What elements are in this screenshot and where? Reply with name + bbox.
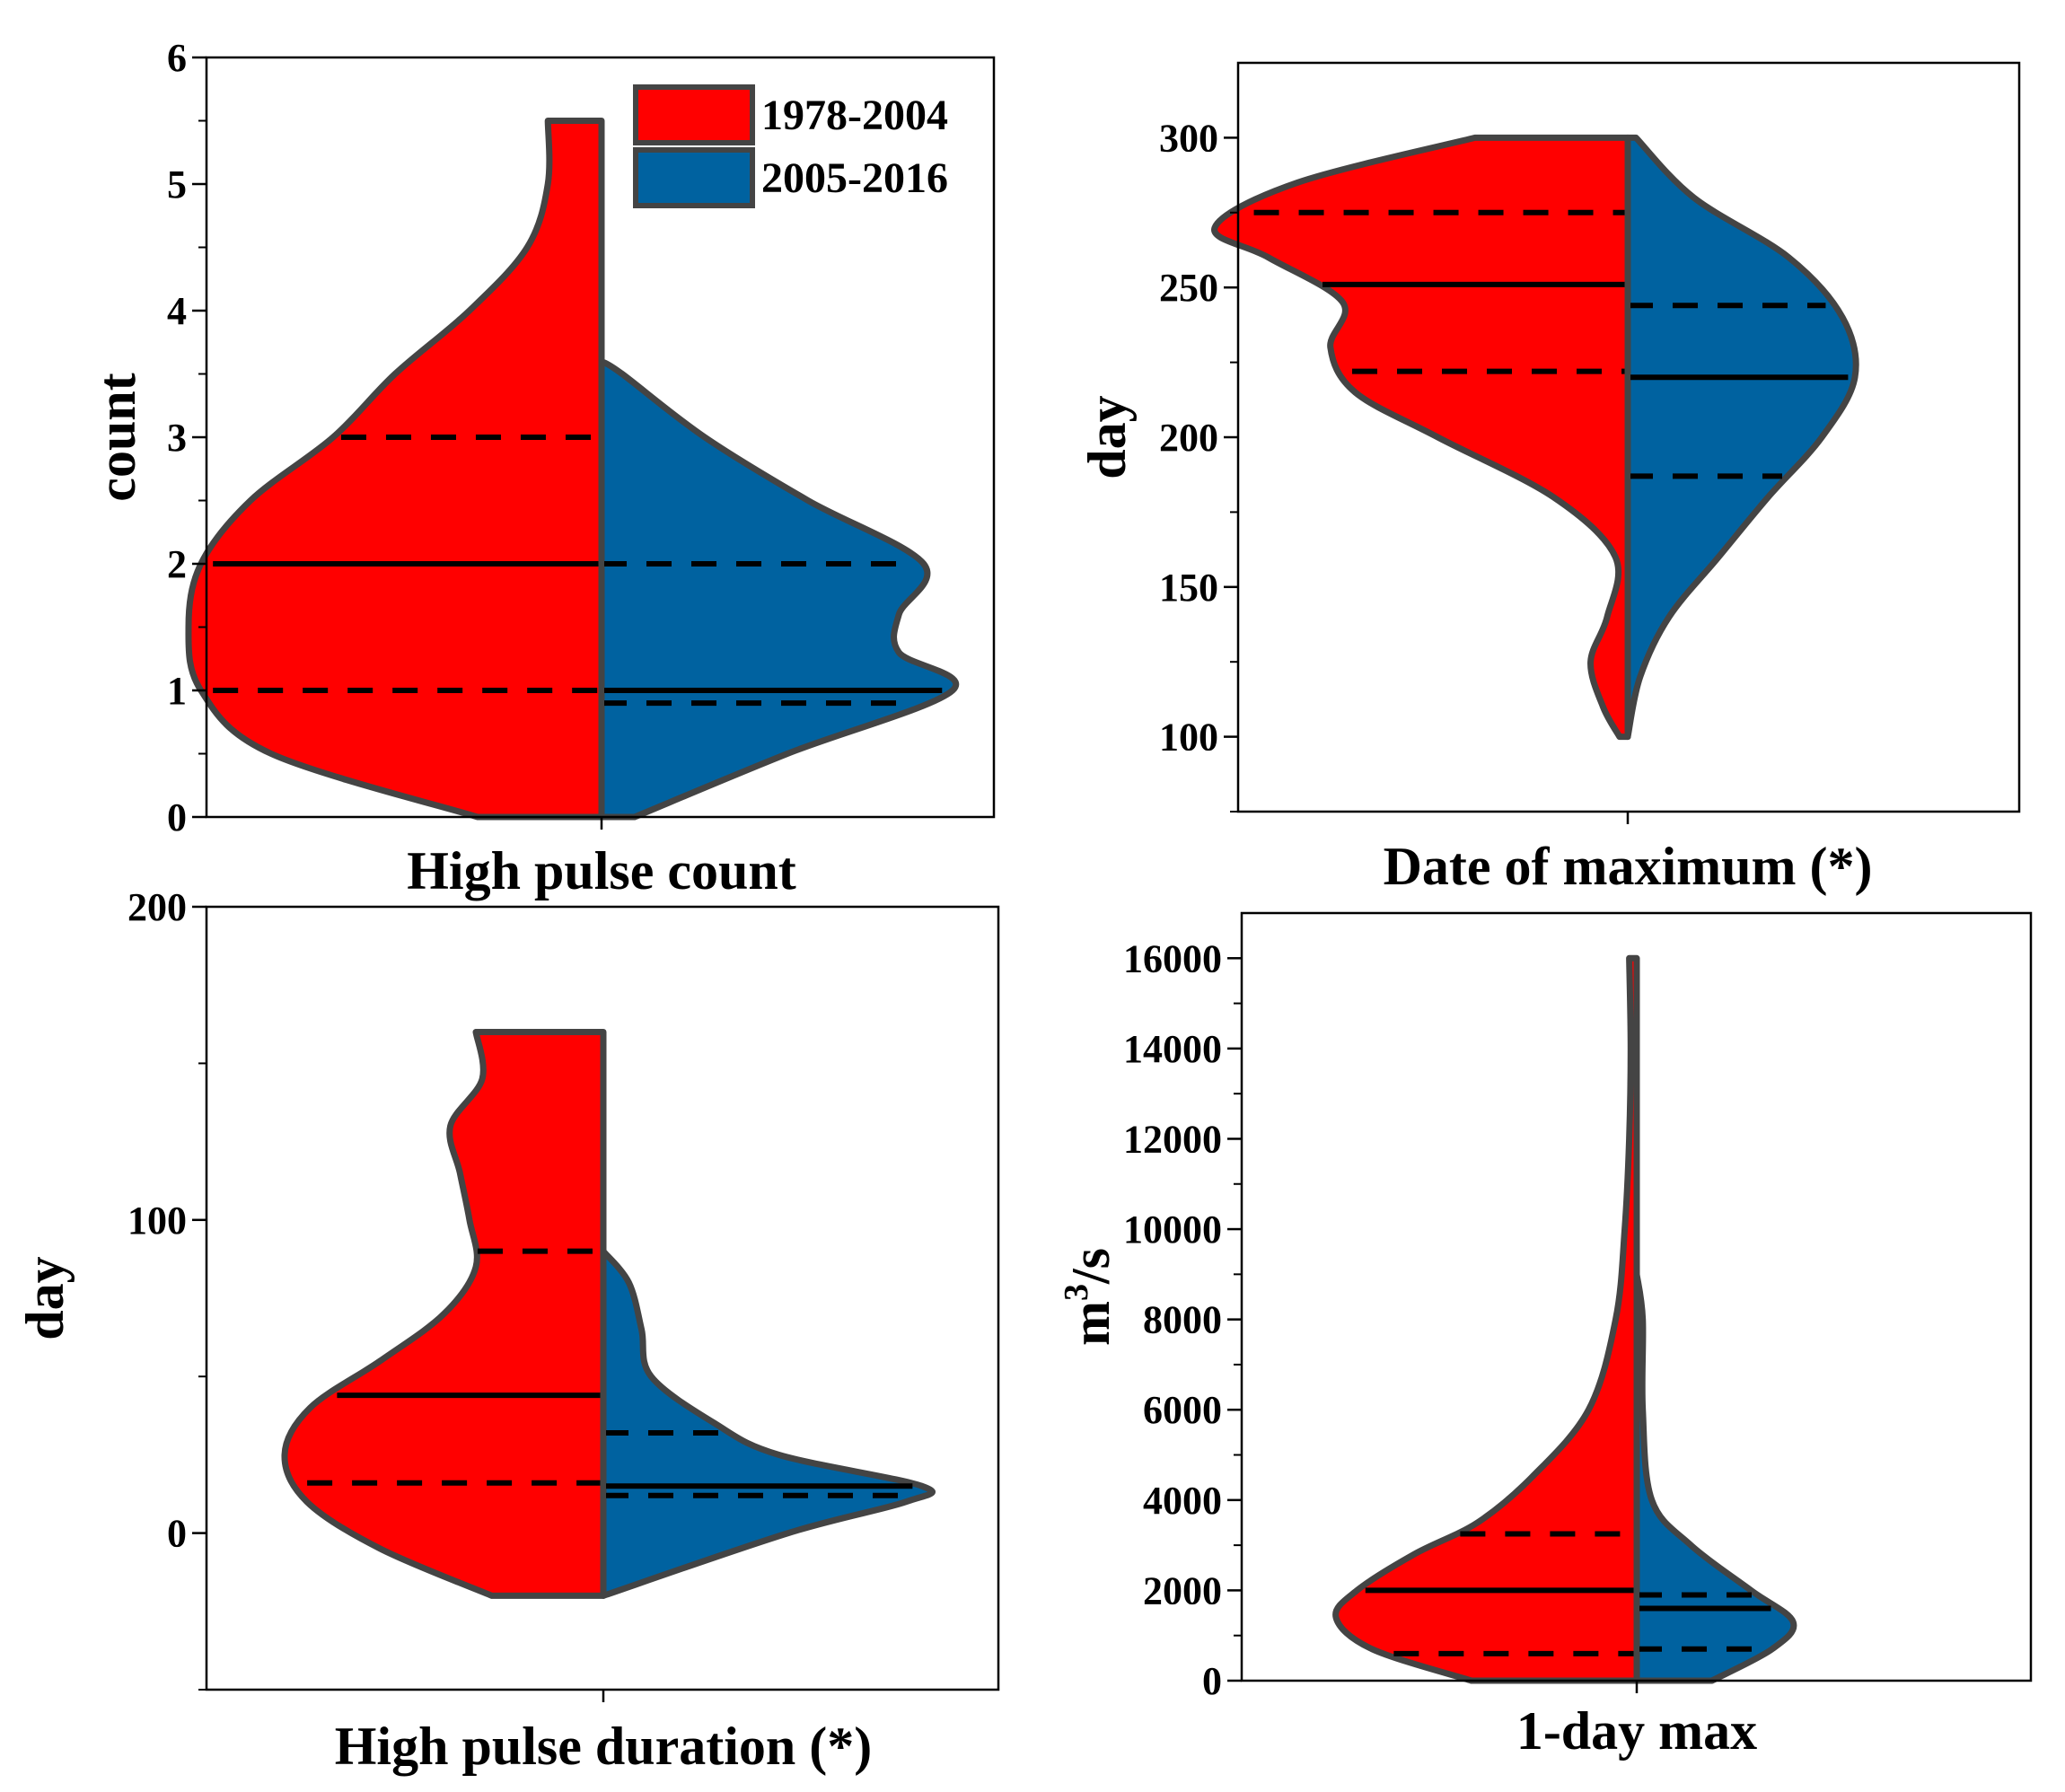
- panel-1: 0 1 2 3 4 5 6 High pulse count count: [87, 36, 996, 900]
- y-tick-label: 6000: [1143, 1388, 1222, 1432]
- legend-swatch-2005-2016: [633, 147, 755, 208]
- panel-2: 100 150 200 250 300 Date of maximum (*) day: [1077, 61, 2021, 896]
- y-axis-label: day: [15, 1256, 75, 1340]
- y-tick-label: 16000: [1123, 936, 1222, 980]
- y-tick-label: 100: [127, 1199, 187, 1243]
- y-tick-label: 3: [167, 416, 187, 460]
- y-tick-label: 300: [1159, 116, 1218, 160]
- y-axis-label: count: [87, 373, 146, 501]
- y-tick-label: 6: [167, 36, 187, 80]
- violin-right-2005-2016: [1624, 134, 1859, 741]
- x-axis-label: 1-day max: [1516, 1701, 1757, 1761]
- y-tick-label: 250: [1159, 266, 1218, 310]
- y-tick-label: 150: [1159, 566, 1218, 610]
- y-tick-label: 4000: [1143, 1479, 1222, 1523]
- y-tick-label: 200: [127, 885, 187, 929]
- legend-swatch-1978-2004: [633, 84, 755, 145]
- violin-right-2005-2016: [1633, 1270, 1797, 1684]
- legend-label-2005-2016: 2005-2016: [761, 154, 948, 202]
- y-tick-label: 2: [167, 542, 187, 586]
- violin-left-1978-2004: [1211, 134, 1631, 741]
- violin-left-1978-2004: [185, 118, 605, 821]
- y-tick-label: 12000: [1123, 1117, 1222, 1161]
- y-tick-label: 0: [167, 795, 187, 839]
- y-tick-label: 2000: [1143, 1568, 1222, 1612]
- y-tick-label: 1: [167, 669, 187, 713]
- panel-4: 0 2000 4000 6000 8000 10000 12000 14000 16000 1-d…: [1058, 911, 2033, 1761]
- y-tick-label: 5: [167, 163, 187, 206]
- x-axis-label: High pulse duration (*): [335, 1717, 872, 1776]
- x-axis-label: High pulse count: [407, 841, 795, 900]
- y-tick-label: 100: [1159, 716, 1218, 760]
- y-tick-label: 14000: [1123, 1027, 1222, 1071]
- violin-right-2005-2016: [598, 357, 959, 821]
- y-tick-label: 4: [167, 289, 187, 333]
- violin-right-2005-2016: [600, 1248, 936, 1599]
- panel-3: 0 100 200 High pulse duration (*) day: [15, 885, 1000, 1776]
- violin-left-1978-2004: [281, 1029, 607, 1599]
- violin-left-1978-2004: [1332, 954, 1640, 1684]
- y-axis-label: day: [1077, 395, 1137, 479]
- y-tick-label: 10000: [1123, 1208, 1222, 1252]
- legend-label-1978-2004: 1978-2004: [761, 92, 948, 139]
- x-axis-label: Date of maximum (*): [1384, 837, 1873, 896]
- y-axis-label: m3/s: [1058, 1248, 1120, 1346]
- y-tick-label: 0: [167, 1512, 187, 1556]
- y-tick-label: 0: [1202, 1659, 1222, 1703]
- legend: 1978-2004 2005-2016: [633, 84, 948, 208]
- y-tick-label: 200: [1159, 416, 1218, 460]
- y-tick-label: 8000: [1143, 1298, 1222, 1342]
